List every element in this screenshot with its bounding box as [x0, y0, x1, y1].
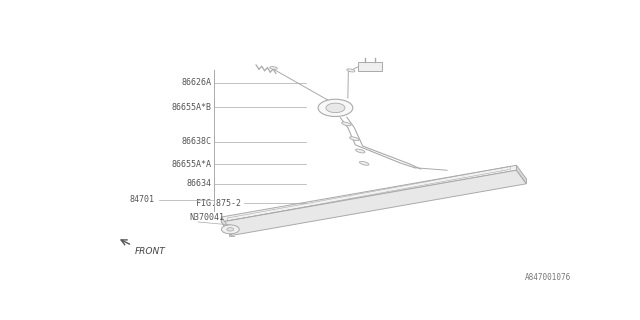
Polygon shape: [221, 165, 516, 222]
Text: 86638C: 86638C: [182, 137, 211, 146]
Ellipse shape: [360, 161, 369, 165]
Ellipse shape: [269, 67, 277, 69]
Text: N370041: N370041: [189, 213, 224, 222]
Text: 86634: 86634: [186, 179, 211, 188]
Circle shape: [318, 99, 353, 116]
Ellipse shape: [355, 149, 365, 153]
Text: 86626A: 86626A: [182, 78, 211, 87]
Ellipse shape: [342, 122, 351, 126]
Text: A847001076: A847001076: [525, 273, 571, 282]
Polygon shape: [224, 226, 234, 233]
Ellipse shape: [349, 137, 359, 140]
Circle shape: [227, 228, 234, 231]
Bar: [358, 62, 382, 71]
Text: FRONT: FRONT: [134, 247, 165, 256]
Text: 86655A*B: 86655A*B: [172, 103, 211, 112]
Circle shape: [221, 225, 239, 234]
Circle shape: [326, 103, 345, 113]
Polygon shape: [516, 165, 527, 184]
Text: FIG.875-2: FIG.875-2: [196, 199, 241, 208]
Polygon shape: [221, 170, 527, 236]
Polygon shape: [221, 217, 231, 236]
Text: 84701: 84701: [129, 195, 154, 204]
Ellipse shape: [347, 69, 355, 72]
Text: 86655A*A: 86655A*A: [172, 160, 211, 169]
